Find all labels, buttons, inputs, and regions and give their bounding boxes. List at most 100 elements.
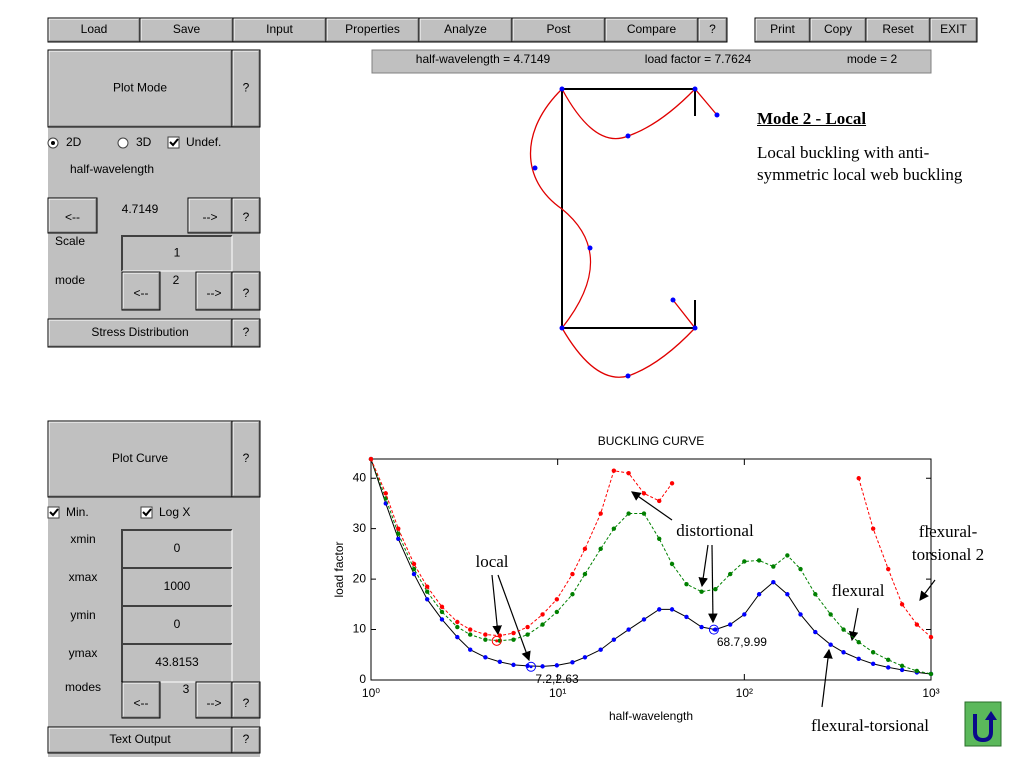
button-bevel [605, 18, 697, 41]
x-tick-label: 10⁰ [362, 686, 380, 700]
button-label[interactable]: Post [546, 22, 571, 36]
button-label[interactable]: ? [243, 325, 250, 339]
button-label[interactable]: Text Output [109, 732, 171, 746]
data-point [914, 622, 920, 627]
button-bevel [188, 198, 231, 232]
button-label[interactable]: ? [243, 286, 250, 300]
button-label[interactable]: Plot Mode [113, 81, 167, 95]
data-point [540, 612, 545, 617]
data-point [699, 624, 704, 630]
button-label[interactable]: Print [770, 22, 795, 36]
highlight-point [491, 635, 502, 646]
button-label[interactable]: Save [173, 22, 201, 36]
button-label[interactable]: <-- [134, 286, 149, 300]
button-label[interactable]: --> [207, 286, 222, 300]
data-point [598, 511, 603, 516]
data-point [914, 668, 920, 674]
button-shadow [49, 19, 140, 42]
button-label[interactable]: Compare [627, 22, 677, 36]
data-point [411, 571, 417, 577]
button-bevel [512, 18, 604, 41]
data-point [611, 526, 617, 531]
button-shadow [756, 19, 810, 42]
label: 2D [66, 135, 82, 149]
field-value: 0 [174, 541, 181, 555]
data-point [657, 607, 662, 612]
data-point [411, 561, 417, 567]
y-axis-label: load factor [332, 541, 346, 597]
button-bevel [232, 682, 259, 717]
button-label[interactable]: EXIT [940, 22, 967, 36]
check [142, 508, 152, 517]
button-label[interactable]: ? [243, 451, 250, 465]
button-bevel [48, 319, 231, 346]
data-point [641, 511, 647, 516]
button-shadow [123, 683, 160, 718]
data-point [511, 637, 516, 642]
button-face [232, 17, 327, 43]
data-point [525, 624, 530, 630]
data-point [928, 634, 934, 640]
data-point [727, 622, 733, 627]
highlight-point [708, 624, 719, 635]
refresh-icon[interactable] [964, 701, 1002, 747]
button-label[interactable]: Properties [345, 22, 400, 36]
data-point [455, 619, 460, 625]
button-label[interactable]: ? [709, 22, 716, 36]
button-face [929, 17, 978, 43]
data-point [785, 553, 790, 558]
field [122, 568, 232, 606]
button-shadow [327, 19, 419, 42]
button-label[interactable]: ? [243, 210, 250, 224]
button-shadow [606, 19, 698, 42]
data-point [396, 526, 401, 531]
button-bevel [48, 50, 231, 126]
data-point [771, 564, 776, 569]
button-label[interactable]: <-- [65, 210, 80, 224]
button-label[interactable]: Load [81, 22, 108, 36]
button-face [231, 49, 261, 128]
data-point [684, 581, 689, 587]
data-point [483, 632, 488, 637]
field-shadow [121, 529, 232, 568]
data-point [886, 566, 891, 572]
button-label[interactable]: ? [243, 696, 250, 710]
button-bevel [232, 198, 259, 232]
data-point [699, 589, 704, 594]
button-label[interactable]: --> [207, 696, 222, 710]
button-bevel [232, 319, 259, 346]
data-point [713, 587, 718, 592]
data-point [669, 607, 675, 612]
button-bevel [196, 682, 231, 717]
button-shadow [931, 19, 977, 42]
button-bevel [48, 198, 96, 232]
button-face [47, 318, 233, 348]
annotation: flexural-torsional [811, 716, 929, 735]
label: xmax [69, 570, 98, 584]
checkbox [140, 506, 153, 519]
button-shadow [189, 199, 232, 233]
data-point [424, 589, 430, 594]
data-point [899, 602, 905, 607]
button-label[interactable]: Analyze [444, 22, 487, 36]
plot-frame [370, 458, 932, 681]
data-point [439, 609, 445, 615]
button-label[interactable]: ? [243, 81, 250, 95]
button-face [231, 726, 261, 754]
highlight-dot [529, 665, 533, 669]
button-label[interactable]: <-- [134, 696, 149, 710]
button-label[interactable]: Reset [882, 22, 914, 36]
button-face [47, 49, 233, 128]
button-label[interactable]: Input [266, 22, 293, 36]
button-shadow [699, 19, 727, 42]
data-point [856, 639, 861, 645]
button-face [604, 17, 699, 43]
button-label[interactable]: --> [203, 210, 218, 224]
button-label[interactable]: Stress Distribution [91, 325, 188, 339]
field-shadow [121, 235, 232, 271]
button-label[interactable]: Copy [824, 22, 852, 36]
highlight-label: 68.7,9.99 [717, 635, 767, 649]
button-shadow [867, 19, 930, 42]
button-label[interactable]: Plot Curve [112, 451, 168, 465]
button-label[interactable]: ? [243, 732, 250, 746]
